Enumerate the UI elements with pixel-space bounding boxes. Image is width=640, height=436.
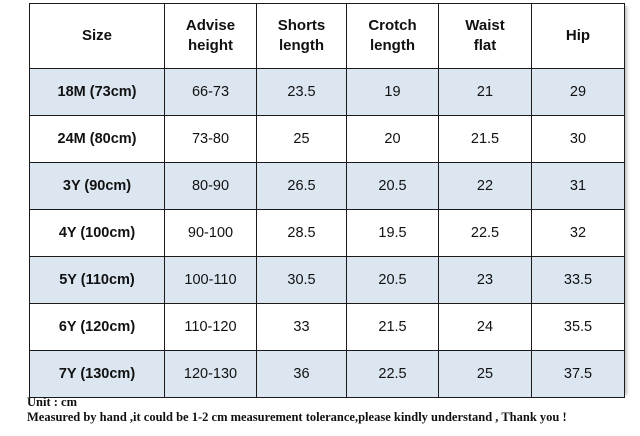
hip-cell: 33.5 (531, 256, 625, 304)
advise-height-cell: 90-100 (164, 209, 257, 257)
advise-height-cell: 120-130 (164, 350, 257, 398)
table-row: 4Y (100cm) 90-100 28.5 19.5 22.5 32 (29, 209, 625, 257)
crotch-length-cell: 22.5 (346, 350, 439, 398)
crotch-length-cell: 21.5 (346, 303, 439, 351)
hip-cell: 32 (531, 209, 625, 257)
advise-height-cell: 73-80 (164, 115, 257, 163)
header-advise-height: Advise height (164, 3, 257, 69)
shorts-length-cell: 30.5 (256, 256, 347, 304)
waist-flat-cell: 23 (438, 256, 532, 304)
crotch-length-cell: 19.5 (346, 209, 439, 257)
size-cell: 4Y (100cm) (29, 209, 165, 257)
unit-note: Unit : cm (27, 395, 77, 409)
header-size: Size (29, 3, 165, 69)
shorts-length-cell: 25 (256, 115, 347, 163)
size-table: Size Advise height Shorts length Crotch len… (29, 3, 625, 398)
waist-flat-cell: 25 (438, 350, 532, 398)
hip-cell: 37.5 (531, 350, 625, 398)
header-shorts-length: Shorts length (256, 3, 347, 69)
notes: Unit : cm Measured by hand ,it could be … (27, 395, 567, 425)
header-waist-flat: Waist flat (438, 3, 532, 69)
table-row: 5Y (110cm) 100-110 30.5 20.5 23 33.5 (29, 256, 625, 304)
hip-cell: 29 (531, 68, 625, 116)
table-row: 7Y (130cm) 120-130 36 22.5 25 37.5 (29, 350, 625, 398)
size-cell: 24M (80cm) (29, 115, 165, 163)
shorts-length-cell: 26.5 (256, 162, 347, 210)
size-cell: 6Y (120cm) (29, 303, 165, 351)
crotch-length-cell: 20.5 (346, 256, 439, 304)
table-row: 24M (80cm) 73-80 25 20 21.5 30 (29, 115, 625, 163)
size-cell: 5Y (110cm) (29, 256, 165, 304)
header-hip: Hip (531, 3, 625, 69)
advise-height-cell: 66-73 (164, 68, 257, 116)
waist-flat-cell: 21.5 (438, 115, 532, 163)
header-crotch-length: Crotch length (346, 3, 439, 69)
advise-height-cell: 100-110 (164, 256, 257, 304)
shorts-length-cell: 33 (256, 303, 347, 351)
size-chart: Size Advise height Shorts length Crotch len… (29, 3, 625, 398)
waist-flat-cell: 21 (438, 68, 532, 116)
size-cell: 3Y (90cm) (29, 162, 165, 210)
table-row: 6Y (120cm) 110-120 33 21.5 24 35.5 (29, 303, 625, 351)
waist-flat-cell: 24 (438, 303, 532, 351)
hip-cell: 30 (531, 115, 625, 163)
waist-flat-cell: 22.5 (438, 209, 532, 257)
crotch-length-cell: 20 (346, 115, 439, 163)
shorts-length-cell: 28.5 (256, 209, 347, 257)
size-cell: 18M (73cm) (29, 68, 165, 116)
crotch-length-cell: 20.5 (346, 162, 439, 210)
advise-height-cell: 110-120 (164, 303, 257, 351)
hip-cell: 31 (531, 162, 625, 210)
table-row: 3Y (90cm) 80-90 26.5 20.5 22 31 (29, 162, 625, 210)
advise-height-cell: 80-90 (164, 162, 257, 210)
size-cell: 7Y (130cm) (29, 350, 165, 398)
header-row: Size Advise height Shorts length Crotch len… (29, 3, 625, 69)
crotch-length-cell: 19 (346, 68, 439, 116)
shorts-length-cell: 23.5 (256, 68, 347, 116)
table-row: 18M (73cm) 66-73 23.5 19 21 29 (29, 68, 625, 116)
shorts-length-cell: 36 (256, 350, 347, 398)
waist-flat-cell: 22 (438, 162, 532, 210)
hip-cell: 35.5 (531, 303, 625, 351)
tolerance-note: Measured by hand ,it could be 1-2 cm mea… (27, 410, 567, 424)
